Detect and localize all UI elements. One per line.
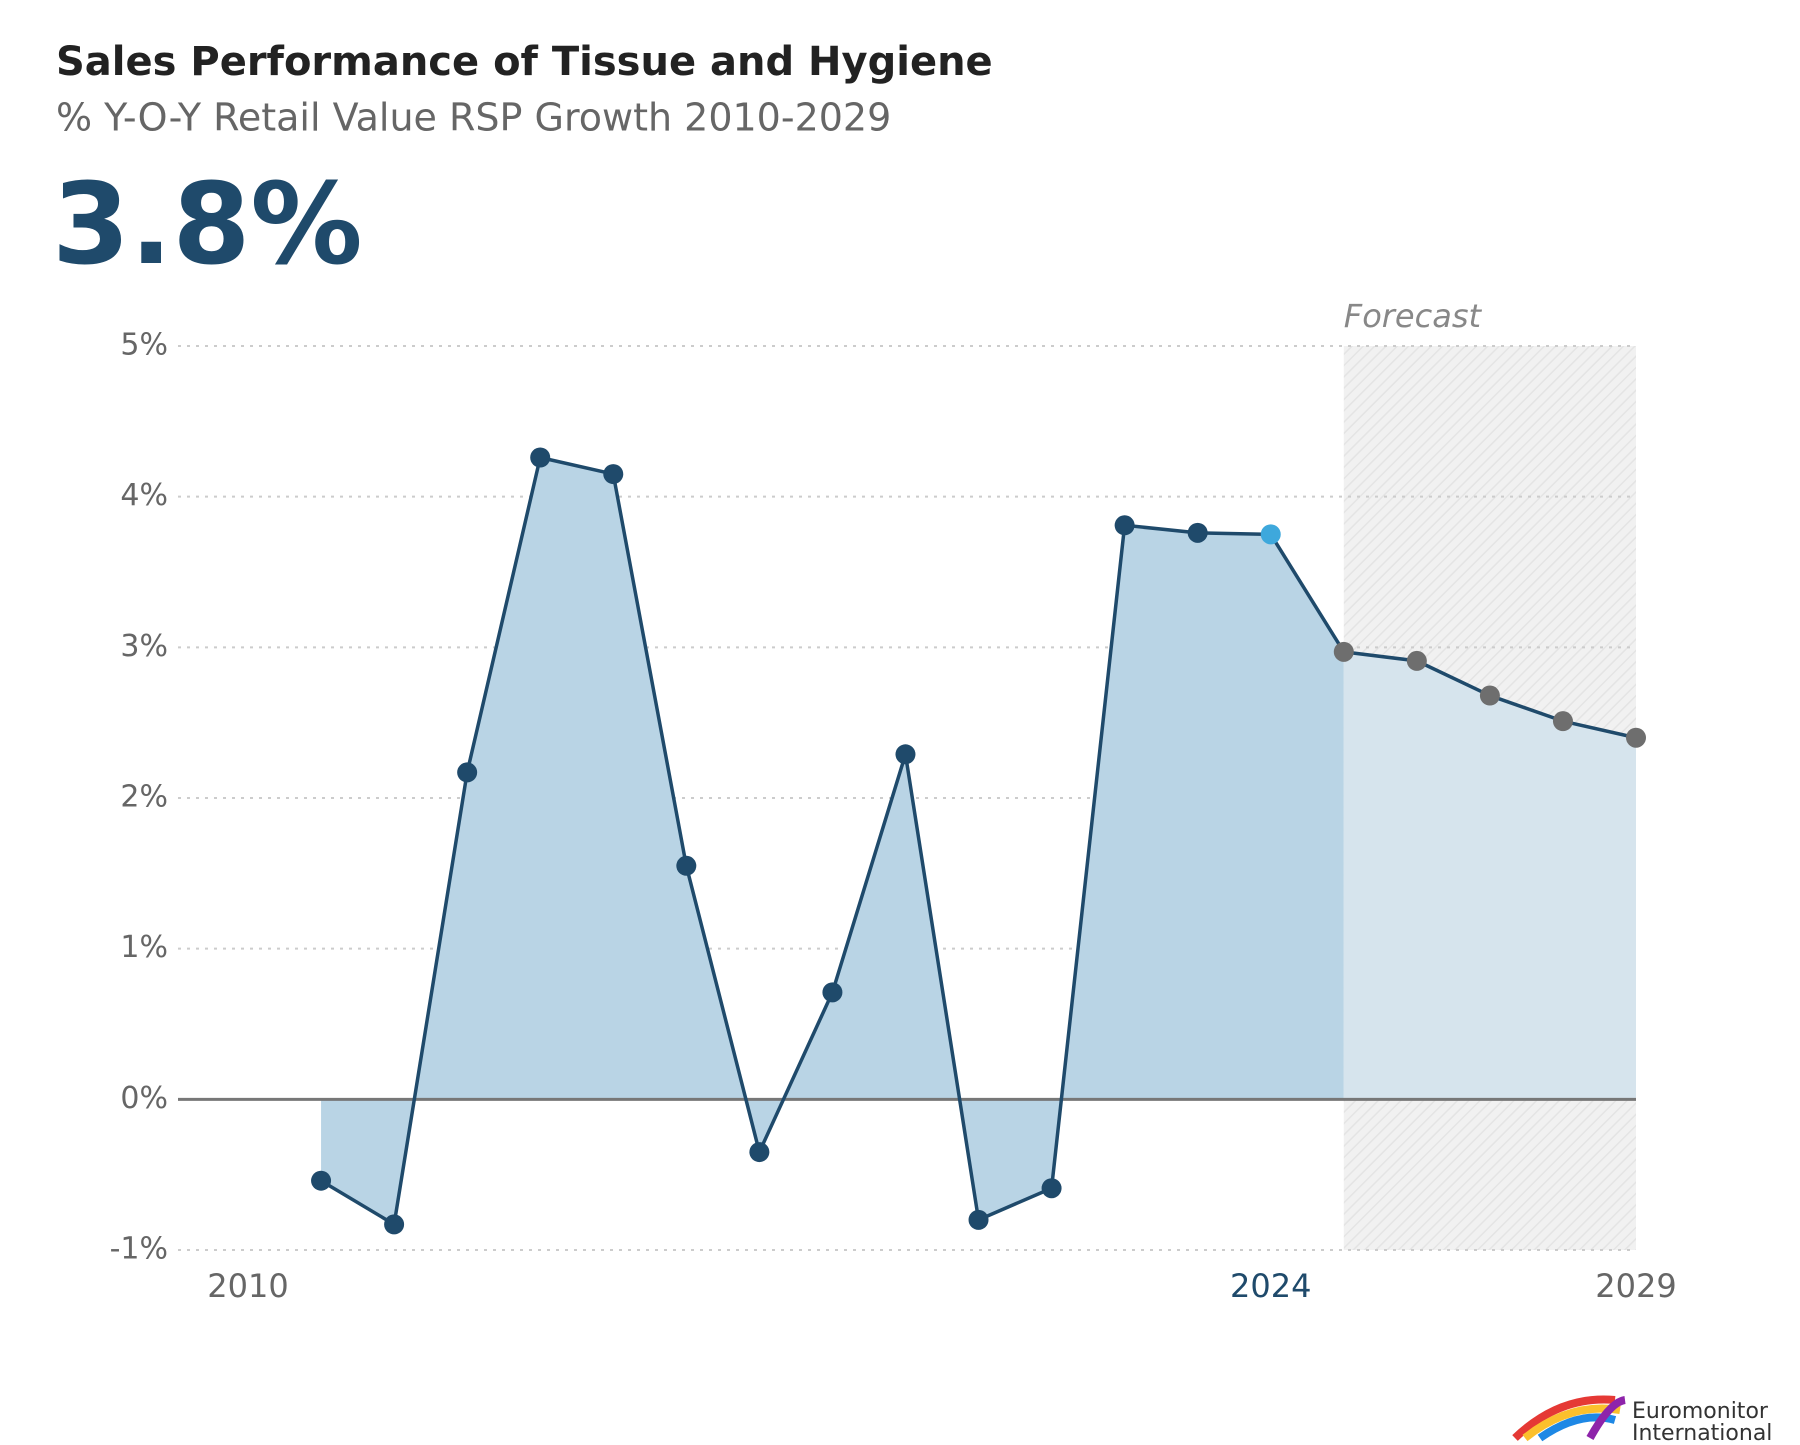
y-tick-label: 2% xyxy=(120,780,168,815)
data-point xyxy=(1041,1178,1062,1199)
data-point xyxy=(1479,685,1500,706)
data-point xyxy=(1626,727,1646,748)
logo: Euromonitor International xyxy=(1512,1395,1772,1445)
y-tick-label: 1% xyxy=(120,930,168,965)
chart-title: Sales Performance of Tissue and Hygiene xyxy=(56,39,993,85)
data-point xyxy=(749,1142,770,1163)
data-point xyxy=(457,762,478,783)
data-point xyxy=(384,1214,405,1235)
data-point xyxy=(1260,524,1281,545)
forecast-label: Forecast xyxy=(1344,297,1483,335)
data-point xyxy=(530,447,551,468)
data-point xyxy=(968,1209,989,1230)
y-tick-label: 4% xyxy=(120,478,168,513)
area xyxy=(321,457,1344,1225)
logo-text: International xyxy=(1632,1421,1772,1445)
forecast-area xyxy=(1343,651,1636,1100)
data-point xyxy=(603,464,624,485)
y-tick-label: 0% xyxy=(120,1081,168,1116)
data-point xyxy=(1406,650,1427,671)
logo-text: Euromonitor xyxy=(1632,1399,1769,1424)
chart-subtitle: % Y-O-Y Retail Value RSP Growth 2010-202… xyxy=(56,96,891,140)
data-point xyxy=(1552,711,1573,732)
x-tick-label: 2024 xyxy=(1230,1267,1311,1305)
y-tick-label: 5% xyxy=(120,328,168,363)
x-tick-label: 2029 xyxy=(1595,1267,1676,1305)
data-point xyxy=(1333,641,1354,662)
headline-value: 3.8% xyxy=(52,160,363,290)
data-point xyxy=(1114,515,1135,536)
data-point xyxy=(895,744,916,765)
data-point xyxy=(311,1170,332,1191)
data-point xyxy=(1187,522,1208,543)
y-tick-label: 3% xyxy=(120,629,168,664)
data-point xyxy=(676,855,697,876)
y-tick-label: -1% xyxy=(110,1232,168,1267)
x-tick-label: 2010 xyxy=(207,1267,288,1305)
data-point xyxy=(822,982,843,1003)
